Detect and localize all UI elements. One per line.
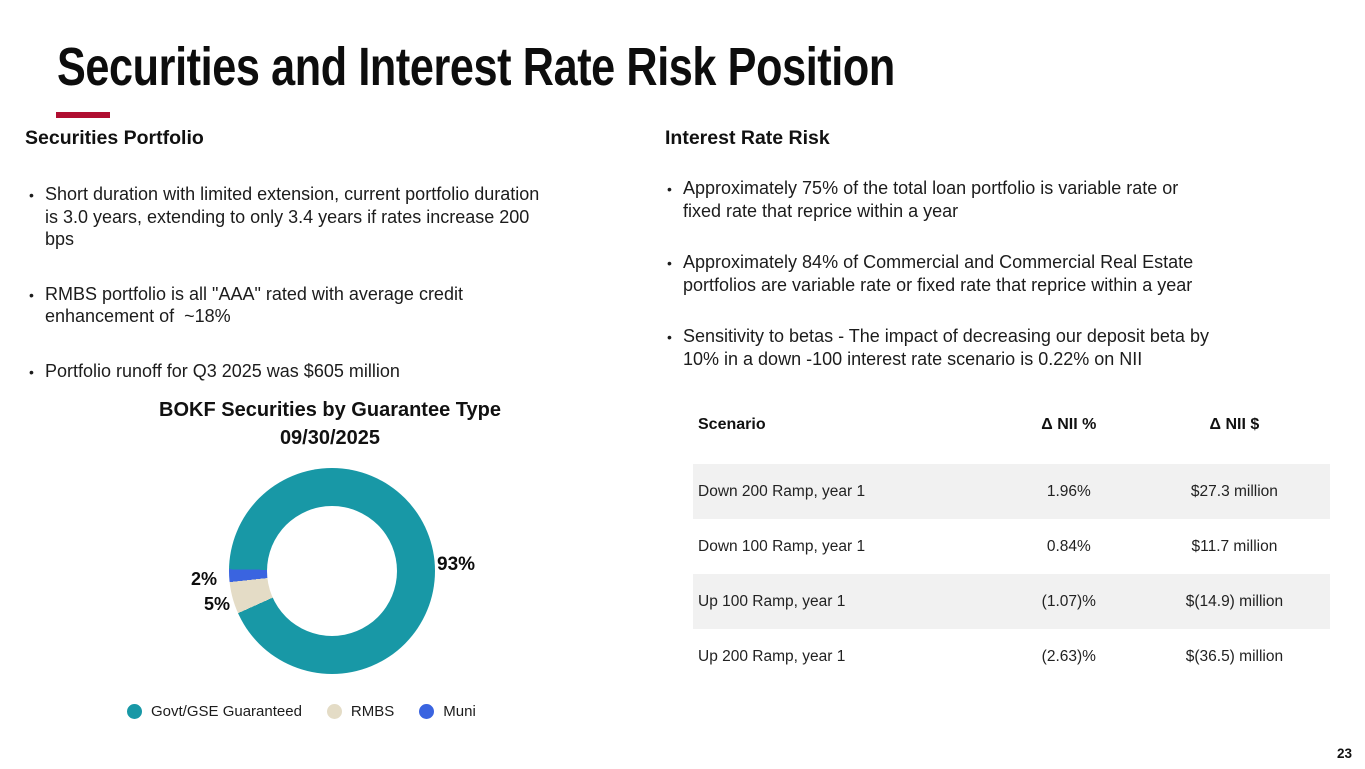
legend-label: RMBS: [350, 703, 395, 720]
cell-scenario: Up 200 Ramp, year 1: [698, 647, 846, 665]
legend-swatch-govt: [127, 704, 142, 719]
title-accent-bar: [56, 112, 110, 118]
cell-scenario: Down 100 Ramp, year 1: [698, 537, 866, 555]
legend-label: Govt/GSE Guaranteed: [151, 703, 302, 720]
legend-item-muni: Muni: [419, 703, 476, 720]
table-row: Up 100 Ramp, year 1 (1.07)% $(14.9) mill…: [693, 574, 1330, 629]
interest-rate-risk-bullet-list: Approximately 75% of the total loan port…: [666, 177, 1311, 399]
cell-nii-dollar: $(36.5) million: [1185, 647, 1284, 665]
cell-nii-dollar: $(14.9) million: [1185, 592, 1284, 610]
table-row: Down 200 Ramp, year 1 1.96% $27.3 millio…: [693, 464, 1330, 519]
page-title: Securities and Interest Rate Risk Positi…: [57, 37, 895, 97]
cell-nii-pct: 1.96%: [1046, 482, 1091, 500]
bullet-item: Portfolio runoff for Q3 2025 was $605 mi…: [28, 360, 673, 382]
bullet-item: Approximately 84% of Commercial and Comm…: [666, 251, 1311, 296]
table-body: Down 200 Ramp, year 1 1.96% $27.3 millio…: [693, 464, 1330, 684]
slice-label-rmbs: 5%: [204, 594, 231, 614]
bullet-item: RMBS portfolio is all "AAA" rated with a…: [28, 283, 673, 328]
cell-nii-pct: (2.63)%: [1041, 647, 1096, 665]
table-row: Down 100 Ramp, year 1 0.84% $11.7 millio…: [693, 519, 1330, 574]
donut-chart: [229, 468, 435, 674]
bullet-item: Sensitivity to betas - The impact of dec…: [666, 325, 1311, 370]
nii-sensitivity-table: Scenario Δ NII % Δ NII $ Down 200 Ramp, …: [693, 410, 1330, 684]
interest-rate-risk-heading: Interest Rate Risk: [665, 127, 830, 149]
legend-label: Muni: [443, 703, 476, 720]
legend-item-rmbs: RMBS: [326, 703, 395, 720]
chart-title: BOKF Securities by Guarantee Type 09/30/…: [90, 397, 570, 452]
bullet-item: Short duration with limited extension, c…: [28, 183, 673, 251]
table-header-row: Scenario Δ NII % Δ NII $: [693, 410, 1330, 440]
column-header-nii-dollar: Δ NII $: [1209, 416, 1260, 433]
securities-portfolio-bullet-list: Short duration with limited extension, c…: [28, 183, 673, 414]
legend-item-govt: Govt/GSE Guaranteed: [127, 703, 302, 720]
slice-label-govt: 93%: [437, 554, 476, 575]
chart-title-date: 09/30/2025: [279, 426, 381, 449]
cell-scenario: Down 200 Ramp, year 1: [698, 482, 866, 500]
table-row: Up 200 Ramp, year 1 (2.63)% $(36.5) mill…: [693, 629, 1330, 684]
column-header-nii-pct: Δ NII %: [1041, 416, 1097, 433]
cell-scenario: Up 100 Ramp, year 1: [698, 592, 846, 610]
chart-title-line1: BOKF Securities by Guarantee Type: [159, 399, 501, 421]
column-header-scenario: Scenario: [698, 416, 766, 433]
legend-swatch-muni: [419, 704, 435, 719]
cell-nii-pct: 0.84%: [1046, 537, 1091, 555]
cell-nii-pct: (1.07)%: [1041, 592, 1096, 610]
donut-hole: [267, 506, 397, 636]
legend-swatch-rmbs: [326, 704, 342, 719]
cell-nii-dollar: $11.7 million: [1191, 537, 1278, 555]
securities-portfolio-heading: Securities Portfolio: [25, 127, 204, 149]
cell-nii-dollar: $27.3 million: [1190, 482, 1278, 500]
page-number: 23: [1336, 746, 1352, 761]
slice-label-muni: 2%: [191, 569, 218, 589]
bullet-item: Approximately 75% of the total loan port…: [666, 177, 1311, 222]
chart-legend: Govt/GSE Guaranteed RMBS Muni: [127, 703, 476, 720]
